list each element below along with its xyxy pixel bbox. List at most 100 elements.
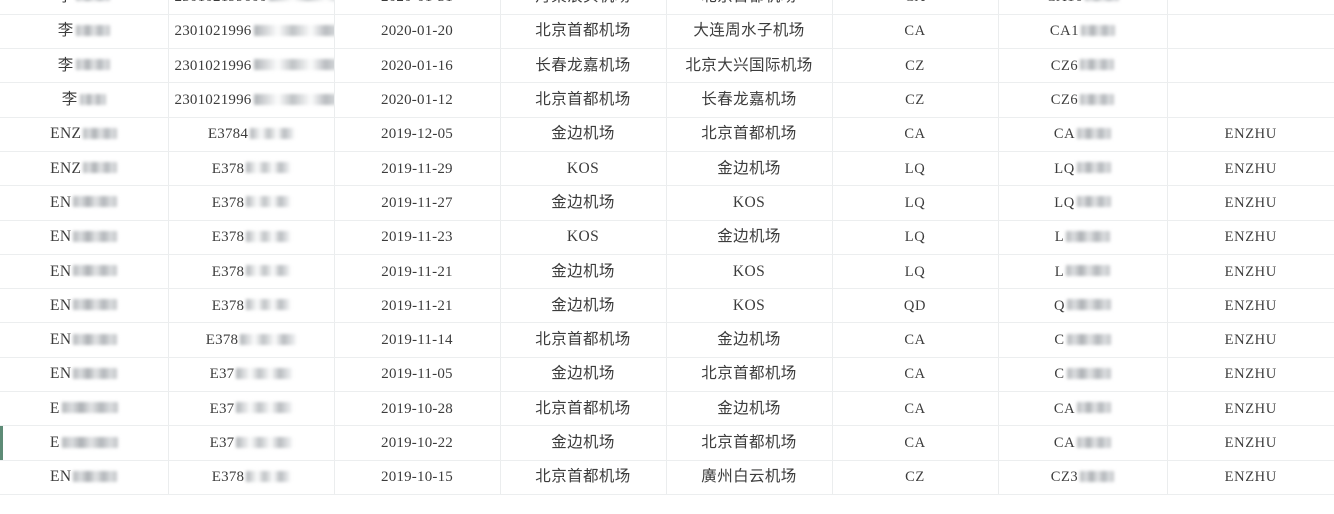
- cell-operator-tag[interactable]: ENZHU: [1167, 357, 1334, 393]
- cell-passenger-name[interactable]: EN: [0, 460, 169, 495]
- cell-flight-date[interactable]: 2019-11-14: [334, 322, 501, 358]
- cell-operator-tag[interactable]: ENZHU: [1167, 391, 1334, 427]
- cell-flight-number[interactable]: CA: [998, 117, 1168, 152]
- cell-origin-airport[interactable]: 金边机场: [500, 288, 667, 324]
- cell-flight-number[interactable]: LQ: [998, 151, 1168, 187]
- table-row[interactable]: EN E378 2019-11-23 KOS 金边机场 LQ L ENZHU: [0, 220, 1334, 255]
- cell-airline-code[interactable]: QD: [832, 288, 999, 324]
- cell-flight-date[interactable]: 2019-12-05: [334, 117, 501, 152]
- cell-destination-airport[interactable]: 金边机场: [666, 391, 833, 427]
- table-row[interactable]: 李 2301021996 2020-01-12 北京首都机场 长春龙嘉机场 CZ CZ6: [0, 82, 1334, 118]
- cell-flight-number[interactable]: CZ3: [998, 460, 1168, 495]
- cell-operator-tag[interactable]: ENZHU: [1167, 288, 1334, 324]
- cell-operator-tag[interactable]: [1167, 48, 1334, 84]
- cell-destination-airport[interactable]: 长春龙嘉机场: [666, 82, 833, 118]
- cell-id-number[interactable]: E37: [168, 357, 335, 393]
- cell-flight-date[interactable]: 2020-01-16: [334, 48, 501, 84]
- cell-flight-date[interactable]: 2019-11-05: [334, 357, 501, 393]
- cell-airline-code[interactable]: CZ: [832, 48, 999, 84]
- cell-operator-tag[interactable]: ENZHU: [1167, 322, 1334, 358]
- table-row[interactable]: EN E37 2019-11-05 金边机场 北京首都机场 CA C ENZHU: [0, 357, 1334, 393]
- table-row[interactable]: EN E378 2019-11-27 金边机场 KOS LQ LQ ENZHU: [0, 185, 1334, 221]
- cell-operator-tag[interactable]: ENZHU: [1167, 254, 1334, 290]
- cell-airline-code[interactable]: LQ: [832, 185, 999, 221]
- cell-operator-tag[interactable]: [1167, 0, 1334, 15]
- cell-flight-date[interactable]: 2020-01-31: [334, 0, 501, 15]
- table-row[interactable]: EN E378 2019-11-21 金边机场 KOS LQ L ENZHU: [0, 254, 1334, 290]
- cell-airline-code[interactable]: CA: [832, 117, 999, 152]
- cell-id-number[interactable]: E378: [168, 185, 335, 221]
- cell-destination-airport[interactable]: KOS: [666, 288, 833, 324]
- cell-passenger-name[interactable]: 李: [0, 82, 169, 118]
- cell-origin-airport[interactable]: 北京首都机场: [500, 460, 667, 495]
- cell-destination-airport[interactable]: 北京首都机场: [666, 0, 833, 15]
- cell-passenger-name[interactable]: EN: [0, 357, 169, 393]
- cell-passenger-name[interactable]: EN: [0, 185, 169, 221]
- cell-passenger-name[interactable]: EN: [0, 322, 169, 358]
- cell-destination-airport[interactable]: 北京首都机场: [666, 425, 833, 461]
- cell-passenger-name[interactable]: EN: [0, 288, 169, 324]
- cell-flight-date[interactable]: 2019-11-23: [334, 220, 501, 255]
- cell-passenger-name[interactable]: 李: [0, 0, 169, 15]
- cell-destination-airport[interactable]: 金边机场: [666, 220, 833, 255]
- cell-id-number[interactable]: E3784: [168, 117, 335, 152]
- cell-id-number[interactable]: E378: [168, 220, 335, 255]
- table-row[interactable]: EN E378 2019-11-14 北京首都机场 金边机场 CA C ENZHU: [0, 322, 1334, 358]
- cell-origin-airport[interactable]: 长春龙嘉机场: [500, 48, 667, 84]
- cell-id-number[interactable]: 2301021996: [168, 82, 335, 118]
- cell-destination-airport[interactable]: 金边机场: [666, 322, 833, 358]
- table-row[interactable]: E E37 2019-10-22 金边机场 北京首都机场 CA CA ENZHU: [0, 425, 1334, 461]
- cell-flight-date[interactable]: 2019-11-27: [334, 185, 501, 221]
- cell-flight-number[interactable]: C: [998, 357, 1168, 393]
- cell-operator-tag[interactable]: ENZHU: [1167, 151, 1334, 187]
- cell-id-number[interactable]: E378: [168, 254, 335, 290]
- cell-flight-number[interactable]: CA: [998, 425, 1168, 461]
- table-row[interactable]: 李 2301021996 2020-01-16 长春龙嘉机场 北京大兴国际机场 CZ CZ6: [0, 48, 1334, 84]
- cell-airline-code[interactable]: CA: [832, 425, 999, 461]
- cell-airline-code[interactable]: LQ: [832, 220, 999, 255]
- cell-operator-tag[interactable]: ENZHU: [1167, 460, 1334, 495]
- cell-origin-airport[interactable]: 北京首都机场: [500, 14, 667, 50]
- table-row[interactable]: 李 2301021996 2020-01-20 北京首都机场 大连周水子机场 CA CA1: [0, 14, 1334, 50]
- cell-flight-number[interactable]: L: [998, 220, 1168, 255]
- table-row[interactable]: EN E378 2019-10-15 北京首都机场 廣州白云机场 CZ CZ3 ENZHU: [0, 460, 1334, 495]
- cell-flight-date[interactable]: 2019-10-28: [334, 391, 501, 427]
- cell-destination-airport[interactable]: 北京大兴国际机场: [666, 48, 833, 84]
- cell-flight-number[interactable]: CZ6: [998, 82, 1168, 118]
- cell-flight-number[interactable]: CZ6: [998, 48, 1168, 84]
- cell-passenger-name[interactable]: ENZ: [0, 117, 169, 152]
- cell-airline-code[interactable]: CZ: [832, 460, 999, 495]
- cell-id-number[interactable]: 230102199600: [168, 0, 335, 15]
- cell-flight-date[interactable]: 2019-11-29: [334, 151, 501, 187]
- cell-airline-code[interactable]: LQ: [832, 254, 999, 290]
- cell-flight-number[interactable]: LQ: [998, 185, 1168, 221]
- cell-destination-airport[interactable]: 北京首都机场: [666, 357, 833, 393]
- cell-operator-tag[interactable]: ENZHU: [1167, 220, 1334, 255]
- cell-flight-number[interactable]: C: [998, 322, 1168, 358]
- table-row[interactable]: ENZ E378 2019-11-29 KOS 金边机场 LQ LQ ENZHU: [0, 151, 1334, 187]
- cell-origin-airport[interactable]: 丹東浪头机场: [500, 0, 667, 15]
- cell-airline-code[interactable]: LQ: [832, 151, 999, 187]
- cell-id-number[interactable]: 2301021996: [168, 14, 335, 50]
- cell-destination-airport[interactable]: 大连周水子机场: [666, 14, 833, 50]
- cell-origin-airport[interactable]: 北京首都机场: [500, 391, 667, 427]
- cell-origin-airport[interactable]: 北京首都机场: [500, 82, 667, 118]
- cell-flight-date[interactable]: 2019-11-21: [334, 288, 501, 324]
- cell-id-number[interactable]: E378: [168, 322, 335, 358]
- cell-flight-date[interactable]: 2020-01-12: [334, 82, 501, 118]
- cell-origin-airport[interactable]: KOS: [500, 151, 667, 187]
- cell-flight-number[interactable]: CA16: [998, 0, 1168, 15]
- cell-flight-date[interactable]: 2019-11-21: [334, 254, 501, 290]
- cell-airline-code[interactable]: CA: [832, 322, 999, 358]
- cell-passenger-name[interactable]: 李: [0, 48, 169, 84]
- table-row[interactable]: EN E378 2019-11-21 金边机场 KOS QD Q ENZHU: [0, 288, 1334, 324]
- cell-passenger-name[interactable]: EN: [0, 254, 169, 290]
- cell-airline-code[interactable]: CA: [832, 14, 999, 50]
- cell-origin-airport[interactable]: 金边机场: [500, 117, 667, 152]
- cell-id-number[interactable]: E37: [168, 391, 335, 427]
- cell-origin-airport[interactable]: 金边机场: [500, 254, 667, 290]
- cell-passenger-name[interactable]: E: [0, 391, 169, 427]
- table-row[interactable]: 李 230102199600 2020-01-31 丹東浪头机场 北京首都机场 CA CA1…: [0, 0, 1334, 15]
- cell-passenger-name[interactable]: E: [0, 425, 169, 461]
- cell-operator-tag[interactable]: ENZHU: [1167, 117, 1334, 152]
